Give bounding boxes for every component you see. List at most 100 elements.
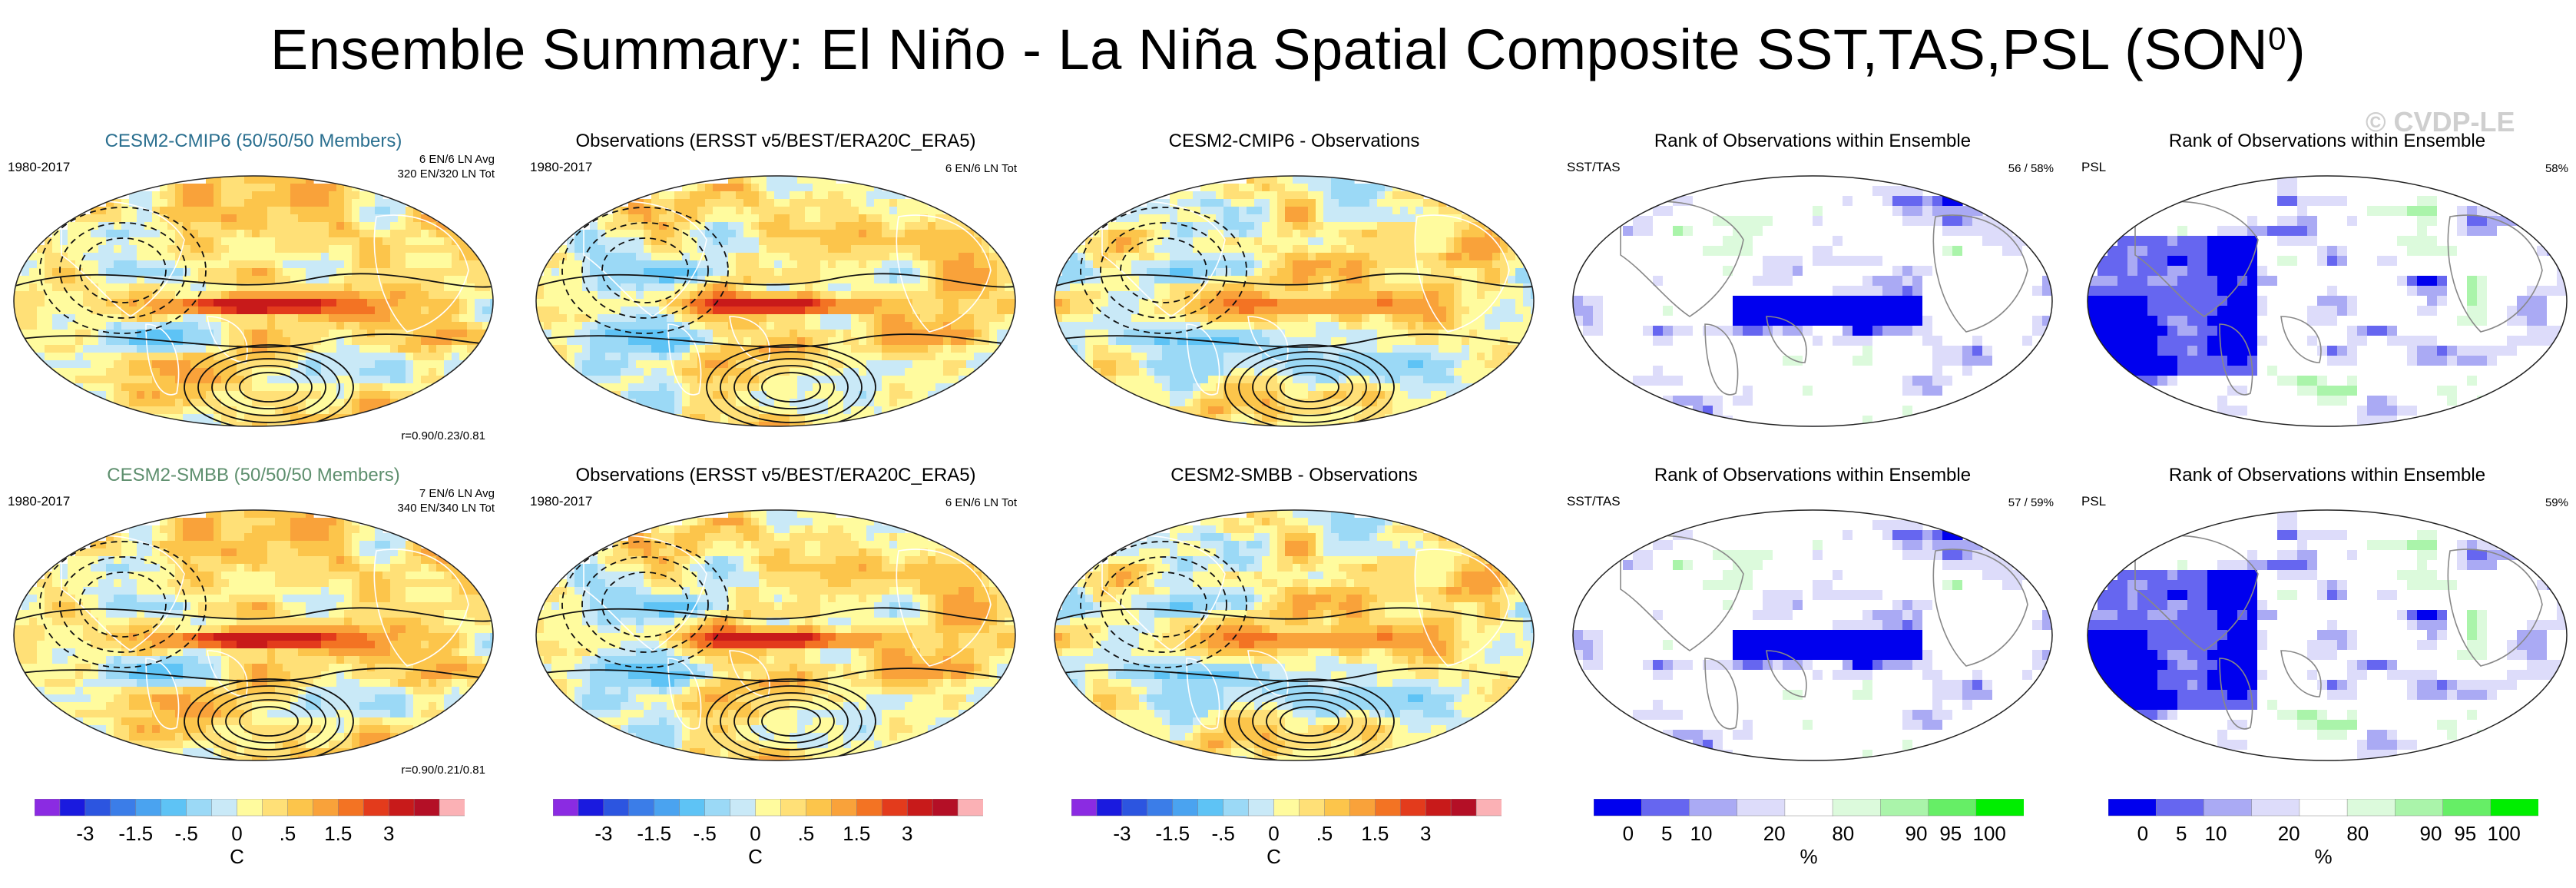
colorbar-swatch [1248,799,1275,817]
colorbar-swatch [1349,799,1376,817]
colorbar: -3 -1.5 -.5 0 .5 1.5 3 C [35,799,465,876]
map-panel: CESM2-CMIP6 (50/50/50 Members) 1980-2017 6… [8,131,499,446]
colorbar-tick-label: 0 [231,822,243,845]
panel-stats: 56 / 58% [2008,161,2054,176]
figure-title: Ensemble Summary: El Niño - La Niña Spat… [270,18,2306,81]
map-plot [13,175,494,427]
coastline-outlines [1101,200,1510,396]
field-cells [1573,510,2052,760]
colorbar-tick-label: 3 [901,822,913,845]
colorbar-swatch [211,799,238,817]
colorbar-swatch [1147,799,1174,817]
colorbar-swatch [704,799,731,817]
colorbar-tick-label: 1.5 [1361,822,1389,845]
panel-period-label: PSL [2081,494,2107,509]
colorbar-swatch [1172,799,1199,817]
stats-line: 6 EN/6 LN Tot [945,162,1017,175]
colorbar-swatches [1071,799,1502,817]
map-panel: Observations (ERSST v5/BEST/ERA20C_ERA5)… [530,131,1021,446]
colorbar-swatch [2395,799,2444,817]
panel-title: Rank of Observations within Ensemble [2168,465,2486,485]
colorbar-swatch [957,799,983,817]
colorbar-swatch [1450,799,1477,817]
map-panel: Rank of Observations within Ensemble PSL 5… [2081,465,2573,780]
map-plot [535,509,1016,761]
stats-line: 7 EN/6 LN Avg [419,487,495,500]
colorbar-tick-label: 95 [2454,822,2477,845]
colorbar-swatch [906,799,933,817]
colorbar-tick-label: 20 [2277,822,2300,845]
colorbar-tick-label: -.5 [1211,822,1235,845]
map-plot [13,509,494,761]
panel-stats: 58% [2545,161,2568,176]
colorbar-swatch [35,799,61,817]
colorbar-swatch [1784,799,1833,817]
coastline-outlines [61,535,469,730]
colorbar-swatch [2251,799,2300,817]
field-cells [1573,176,2052,426]
colorbar-swatch [439,799,465,817]
psl-contours [537,207,1015,426]
colorbar-tick-label: 5 [1660,822,1673,845]
colorbar-swatch [1121,799,1148,817]
colorbar-tick-label: 10 [2204,822,2227,845]
colorbar-swatch [413,799,440,817]
colorbar-swatch [806,799,833,817]
colorbar-swatch [363,799,389,817]
colorbar-swatch [2442,799,2492,817]
colorbar-swatch [654,799,680,817]
panel-stats: 6 EN/6 LN Avg 320 EN/320 LN Tot [398,152,495,181]
panel-period-label: PSL [2081,160,2107,174]
colorbar-swatch [553,799,579,817]
colorbar-tick-label: 3 [382,822,395,845]
colorbar-tick-label: 3 [1419,822,1432,845]
colorbar-tick-label: 0 [2137,822,2149,845]
stats-line: 59% [2545,496,2568,509]
panel-period-label: SST/TAS [1567,494,1621,509]
colorbar-swatch [186,799,213,817]
colorbar-unit: C [748,845,763,868]
colorbar-swatch [135,799,162,817]
coastline-outlines [2134,535,2543,730]
colorbar-unit: % [1800,845,1818,868]
colorbar: 0 5 10 20 80 90 95 100% [2108,799,2538,876]
colorbar-tick-label: 5 [2175,822,2187,845]
panel-period-label: 1980-2017 [8,494,71,509]
colorbar-swatch [603,799,630,817]
colorbar-swatch [262,799,289,817]
pattern-correlation: r=0.90/0.21/0.81 [401,764,485,777]
colorbar-swatch [1832,799,1882,817]
colorbar-tick-label: .5 [797,822,815,845]
colorbar-swatch [287,799,314,817]
colorbar-tick-label: -.5 [174,822,198,845]
colorbar-tick-label: 1.5 [324,822,353,845]
panel-title: CESM2-CMIP6 - Observations [1168,131,1420,151]
colorbar-swatch [1399,799,1426,817]
panel-period-label: 1980-2017 [530,494,593,509]
psl-contours [537,541,1015,760]
colorbar-swatch [578,799,604,817]
colorbar-swatch [161,799,187,817]
map-plot [535,175,1016,427]
colorbar-tick-label: -3 [1113,822,1131,845]
coastline-outlines [583,200,992,396]
colorbar-swatch [338,799,364,817]
colorbar-tick-label: .5 [279,822,296,845]
colorbar-unit: C [230,845,244,868]
colorbar-swatch [679,799,706,817]
colorbar-tick-label: 10 [1690,822,1713,845]
coastline-outlines [1620,200,2028,396]
map-plot [1572,175,2053,427]
colorbar-swatch [1641,799,1690,817]
colorbar-swatch [59,799,86,817]
map-plot [2087,509,2568,761]
stats-line: 56 / 58% [2008,162,2054,175]
colorbar-tick-label: 100 [1972,822,2006,845]
colorbar-swatch [1475,799,1502,817]
field-cells [2088,510,2567,760]
panel-stats: 6 EN/6 LN Tot [945,161,1017,176]
map-plot [1054,175,1535,427]
psl-contours [1055,207,1534,426]
map-panel: CESM2-SMBB (50/50/50 Members) 1980-2017 7 … [8,465,499,780]
colorbar-swatch [755,799,782,817]
